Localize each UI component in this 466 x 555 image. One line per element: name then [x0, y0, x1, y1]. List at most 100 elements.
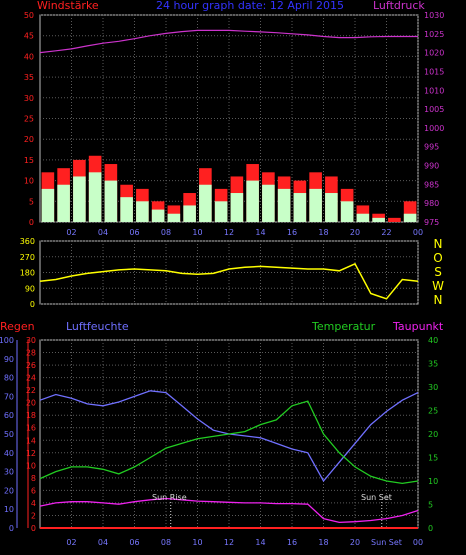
hour-tick-label-bottom: 16: [287, 538, 297, 547]
rain-axis-tick: 22: [26, 386, 36, 395]
rain-axis-tick: 8: [31, 474, 36, 483]
humidity-axis-tick: 0: [9, 524, 14, 533]
humidity-axis-tick: 90: [4, 355, 14, 364]
hour-tick-label-top: 00: [413, 228, 423, 237]
wind-grid: [40, 14, 419, 223]
direction-letter: O: [433, 251, 442, 265]
wind-bar: [262, 184, 275, 222]
humidity-axis-tick: 70: [4, 392, 14, 401]
wind-axis-tick: 35: [24, 73, 34, 82]
rain-axis-tick: 18: [26, 411, 36, 420]
hour-tick-label-bottom: 00: [413, 538, 423, 547]
temperature-axis-tick: 25: [428, 407, 438, 416]
wind-header-label: Windstärke: [37, 0, 99, 12]
hour-tick-label-bottom: 18: [318, 538, 328, 547]
hour-tick-label-top: 08: [161, 228, 171, 237]
pressure-axis-tick: 1000: [424, 124, 444, 133]
humidity-axis-tick: 20: [4, 486, 14, 495]
wind-bar: [277, 188, 291, 222]
temperature-axis-tick: 0: [428, 524, 433, 533]
rain-axis-tick: 14: [26, 436, 36, 445]
pressure-axis-tick: 1015: [424, 67, 444, 76]
humidity-axis-tick: 60: [4, 411, 14, 420]
rain-axis-tick: 0: [31, 524, 36, 533]
direction-axis-tick: 0: [30, 300, 35, 309]
dewpoint-line: [39, 497, 419, 524]
wind-axis-tick: 30: [24, 94, 34, 103]
rain-axis-tick: 16: [26, 424, 36, 433]
temperature-axis-tick: 35: [428, 360, 438, 369]
pressure-axis-tick: 995: [424, 143, 439, 152]
wind-bar: [356, 213, 370, 222]
direction-axis-tick: 270: [20, 253, 35, 262]
hour-tick-label-top: 14: [255, 228, 265, 237]
hour-tick-label-bottom: Sun Set: [371, 538, 402, 547]
direction-letter: N: [434, 293, 443, 307]
humidity-label: Luftfeuchte: [66, 320, 129, 333]
wind-axis-tick: 40: [24, 52, 34, 61]
pressure-axis-tick: 1030: [424, 11, 444, 20]
direction-letter: W: [432, 279, 444, 293]
data-series: [39, 29, 419, 529]
rain-axis-tick: 30: [26, 336, 36, 345]
hour-tick-label-bottom: 20: [350, 538, 360, 547]
hour-tick-label-top: 06: [129, 228, 139, 237]
rain-axis-tick: 26: [26, 361, 36, 370]
pressure-axis-tick: 1005: [424, 105, 444, 114]
hour-tick-label-top: 22: [381, 228, 391, 237]
pressure-header-label: Luftdruck: [373, 0, 425, 12]
rain-axis-tick: 4: [31, 499, 36, 508]
hour-tick-label-top: 02: [66, 228, 76, 237]
wind-axis-tick: 0: [29, 218, 34, 227]
temperature-axis-tick: 40: [428, 336, 438, 345]
wind-bar: [214, 201, 228, 222]
rain-axis-tick: 24: [26, 374, 36, 383]
rain-axis-tick: 12: [26, 449, 36, 458]
rain-axis-tick: 6: [31, 486, 36, 495]
gust-bar: [388, 217, 401, 222]
hour-tick-label-top: 16: [287, 228, 297, 237]
hour-tick-label-top: 10: [192, 228, 202, 237]
hour-tick-label-bottom: 14: [255, 538, 265, 547]
wind-bar: [151, 209, 165, 222]
pressure-axis-tick: 1020: [424, 49, 444, 58]
temperature-axis-tick: 20: [428, 430, 438, 439]
hour-tick-label-top: 12: [224, 228, 234, 237]
wind-axis-tick: 5: [29, 197, 34, 206]
wind-axis-tick: 50: [24, 11, 34, 20]
wind-bar: [73, 176, 86, 222]
temperature-label: Temperatur: [311, 320, 376, 333]
humidity-line: [39, 390, 419, 483]
humidity-axis-tick: 80: [4, 374, 14, 383]
hour-tick-label-bottom: 06: [129, 538, 139, 547]
hour-tick-label-top: 20: [350, 228, 360, 237]
humidity-axis-tick: 10: [4, 505, 14, 514]
hour-tick-label-bottom: 10: [192, 538, 202, 547]
wind-bar: [246, 180, 259, 222]
wind-bar: [120, 197, 133, 222]
pressure-axis-tick: 1010: [424, 86, 444, 95]
wind-bar: [325, 193, 338, 222]
wind-bar: [372, 217, 385, 222]
pressure-axis-tick: 980: [424, 199, 439, 208]
rain-axis-tick: 2: [31, 511, 36, 520]
direction-line: [39, 262, 419, 300]
hour-tick-label-bottom: 12: [224, 538, 234, 547]
rain-label: Regen: [0, 320, 35, 333]
pressure-axis-tick: 985: [424, 180, 439, 189]
chart-title: 24 hour graph date: 12 April 2015: [156, 0, 344, 12]
wind-bar: [167, 213, 181, 222]
wind-bar: [293, 193, 307, 222]
hour-tick-label-top: 04: [98, 228, 108, 237]
wind-bar: [230, 193, 244, 222]
wind-bar: [41, 188, 55, 222]
wind-bar: [183, 205, 196, 222]
sunset-label: Sun Set: [361, 493, 392, 502]
direction-axis-tick: 90: [25, 284, 35, 293]
wind-bar: [104, 180, 118, 222]
rain-axis-tick: 20: [26, 399, 36, 408]
rain-axis-tick: 10: [26, 461, 36, 470]
wind-bar: [309, 188, 322, 222]
